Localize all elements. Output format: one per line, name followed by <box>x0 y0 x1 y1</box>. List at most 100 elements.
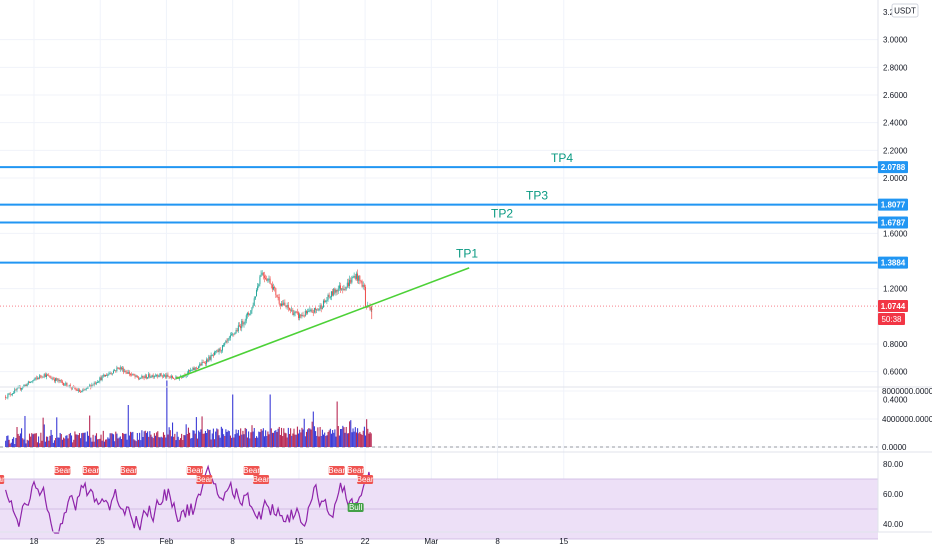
volume-bar <box>51 434 53 447</box>
volume-bar <box>144 430 146 447</box>
current-price-label: 1.0744 <box>881 302 906 311</box>
candle-body <box>201 361 203 366</box>
volume-bar <box>336 401 338 447</box>
candle-body <box>312 312 314 314</box>
candle-body <box>255 290 257 297</box>
volume-bar <box>60 434 62 447</box>
candle-body <box>47 374 49 376</box>
candle-body <box>98 381 100 383</box>
candle-body <box>117 367 119 369</box>
volume-bar <box>33 433 35 447</box>
volume-bar <box>343 427 345 447</box>
volume-bar <box>269 394 271 447</box>
signal-badge-label: Bear <box>253 475 270 484</box>
candle-body <box>110 373 112 375</box>
candle-body <box>49 375 51 378</box>
volume-bar <box>108 438 110 447</box>
volume-bar <box>290 428 292 447</box>
trendline[interactable] <box>175 267 470 380</box>
candle-body <box>108 373 110 375</box>
volume-bar <box>186 434 188 447</box>
candle-body <box>218 348 220 352</box>
candle-body <box>345 286 347 290</box>
volume-bar <box>30 436 32 447</box>
volume-bar <box>201 416 203 447</box>
candle-body <box>240 325 242 329</box>
candle-body <box>119 367 121 370</box>
trendline-segment[interactable] <box>175 267 470 380</box>
volume-bar <box>42 417 44 447</box>
candle-body <box>15 389 17 391</box>
time-tick-label: 18 <box>30 537 39 546</box>
volume-bar <box>118 437 120 447</box>
volume-bar <box>291 435 293 447</box>
candle-body <box>134 375 136 377</box>
target-levels[interactable]: TP4 TP3 TP2 TP1 <box>0 151 878 264</box>
candle-body <box>211 355 213 356</box>
candle-body <box>154 375 156 377</box>
candle-body <box>250 310 252 315</box>
volume-bar <box>68 433 70 447</box>
volume-bar <box>300 432 302 447</box>
volume-bar <box>204 430 207 447</box>
candle-body <box>112 370 114 374</box>
volume-bar <box>243 434 245 447</box>
price-candles <box>5 269 373 400</box>
candle-body <box>187 370 189 374</box>
volume-bar <box>17 433 19 447</box>
volume-bar <box>173 436 175 447</box>
volume-bar <box>115 431 117 447</box>
candle-body <box>17 387 19 389</box>
signal-badge-box <box>347 503 364 512</box>
candle-body <box>311 309 313 313</box>
candle-body <box>227 338 229 341</box>
pane-dividers[interactable] <box>0 0 932 533</box>
volume-bar <box>183 435 185 447</box>
volume-bar <box>14 443 16 447</box>
candle-body <box>263 275 265 278</box>
candle-body <box>106 374 108 376</box>
candle-body <box>340 285 342 290</box>
candle-body <box>283 302 285 306</box>
volume-bar <box>318 436 320 447</box>
candle-body <box>322 300 324 308</box>
volume-bar <box>238 435 241 447</box>
signal-badge-label: Bull <box>349 503 363 512</box>
volume-bar <box>288 433 291 447</box>
volume-bar <box>23 439 25 447</box>
candle-body <box>5 396 7 398</box>
volume-bar <box>277 428 279 447</box>
candle-body <box>258 284 260 287</box>
candle-body <box>252 305 254 308</box>
volume-bar <box>178 439 180 447</box>
volume-bar <box>43 424 45 447</box>
candle-body <box>89 385 91 387</box>
candle-body <box>277 297 279 298</box>
candle-body <box>27 381 29 384</box>
volume-bar <box>241 434 243 447</box>
candle-body <box>169 376 171 378</box>
volume-bar <box>235 429 237 447</box>
volume-bar <box>73 439 75 447</box>
price-axis[interactable]: 3.2 3.0000 2.8000 2.6000 2.4000 2.2000 2.0000 1… <box>878 8 932 529</box>
signal-badge-label: Bear <box>120 466 137 475</box>
candle-body <box>359 275 361 281</box>
volume-bar <box>134 440 136 447</box>
candle-body <box>295 311 297 313</box>
volume-bar <box>150 434 152 447</box>
currency-badge[interactable]: USDT <box>891 3 919 18</box>
volume-bar <box>103 441 105 447</box>
volume-bar <box>132 431 134 447</box>
candle-body <box>33 379 35 381</box>
candle-body <box>140 378 142 380</box>
volume-bar <box>310 429 312 447</box>
candle-body <box>268 278 270 280</box>
time-axis[interactable]: 18 25 Feb 8 15 22 Mar 8 15 <box>30 537 569 546</box>
volume-bar <box>171 422 174 447</box>
candle-body <box>330 291 332 297</box>
signal-badge-box <box>347 466 364 475</box>
signal-badge-bear: Bear <box>120 466 137 475</box>
volume-bar <box>168 427 170 447</box>
price-tick-label: 2.6000 <box>883 91 908 100</box>
price-tick-label: 0.8000 <box>883 340 908 349</box>
